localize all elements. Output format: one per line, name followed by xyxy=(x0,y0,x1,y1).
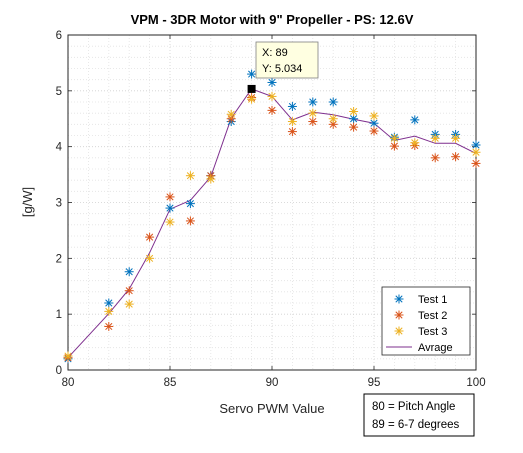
data-point xyxy=(328,119,338,129)
datatip-y: Y: 5.034 xyxy=(262,63,302,75)
legend-marker xyxy=(394,326,404,336)
data-point xyxy=(124,299,134,309)
legend-item: Avrage xyxy=(386,342,453,354)
data-point xyxy=(471,147,481,157)
axis-ticks: 80 85 90 95 100 0 1 2 3 4 5 6 xyxy=(56,30,486,389)
x-tick-label: 85 xyxy=(164,377,177,389)
legend-marker xyxy=(394,294,404,304)
data-point xyxy=(410,115,420,125)
series-layer xyxy=(63,69,481,364)
data-point xyxy=(287,117,297,127)
data-point xyxy=(410,138,420,148)
data-point xyxy=(247,94,257,104)
data-point xyxy=(349,106,359,116)
datatip-box xyxy=(255,41,319,79)
legend-label: Test 2 xyxy=(418,310,447,322)
legend-label: Avrage xyxy=(418,342,453,354)
data-point xyxy=(104,298,114,308)
annotation-box: 80 = Pitch Angle 89 = 6-7 degrees xyxy=(363,393,475,437)
data-point xyxy=(308,108,318,118)
data-point xyxy=(471,140,481,150)
data-point xyxy=(267,77,277,87)
legend: Test 1 Test 2 Test 3 Avrage xyxy=(381,286,471,356)
data-point xyxy=(451,152,461,162)
data-point xyxy=(165,203,175,213)
data-point xyxy=(308,117,318,127)
data-point xyxy=(63,351,73,361)
legend-item: Test 2 xyxy=(394,310,447,322)
data-point xyxy=(430,133,440,143)
data-point xyxy=(389,133,399,143)
series-3 xyxy=(63,91,481,361)
datatip[interactable]: X: 89 Y: 5.034 xyxy=(247,41,319,93)
series-1 xyxy=(63,69,481,364)
data-point xyxy=(267,105,277,115)
x-tick-label: 100 xyxy=(466,377,485,389)
data-point xyxy=(165,192,175,202)
legend-label: Test 3 xyxy=(418,326,447,338)
x-axis-label: Servo PWM Value xyxy=(219,401,324,416)
annotation-line-2: 89 = 6-7 degrees xyxy=(372,419,460,431)
legend-label: Test 1 xyxy=(418,294,447,306)
legend-marker xyxy=(394,310,404,320)
data-point xyxy=(287,127,297,137)
data-point xyxy=(104,306,114,316)
y-tick-label: 2 xyxy=(56,253,62,265)
x-tick-label: 90 xyxy=(266,377,279,389)
data-point xyxy=(471,158,481,168)
data-point xyxy=(185,199,195,209)
data-point xyxy=(247,69,257,79)
y-tick-label: 3 xyxy=(56,198,62,210)
data-point xyxy=(145,232,155,242)
data-point xyxy=(349,122,359,132)
data-point xyxy=(328,114,338,124)
data-point xyxy=(165,217,175,227)
data-point xyxy=(104,321,114,331)
data-point xyxy=(308,97,318,107)
data-point xyxy=(124,267,134,277)
data-point xyxy=(206,174,216,184)
data-point xyxy=(145,253,155,263)
legend-box xyxy=(381,286,471,356)
data-point xyxy=(349,114,359,124)
data-point xyxy=(124,286,134,296)
series-line-average xyxy=(67,88,477,359)
data-point xyxy=(369,118,379,128)
data-point xyxy=(451,133,461,143)
data-point xyxy=(430,153,440,163)
data-point xyxy=(267,91,277,101)
legend-item: Test 1 xyxy=(394,294,447,306)
y-tick-label: 6 xyxy=(56,30,62,42)
annotation-line-1: 80 = Pitch Angle xyxy=(372,401,455,413)
data-point xyxy=(369,126,379,136)
x-tick-label: 80 xyxy=(62,377,75,389)
y-tick-label: 5 xyxy=(56,86,62,98)
data-point xyxy=(226,109,236,119)
x-tick-label: 95 xyxy=(368,377,381,389)
datatip-marker xyxy=(247,84,256,93)
data-point xyxy=(369,111,379,121)
legend-item: Test 3 xyxy=(394,326,447,338)
data-point xyxy=(185,171,195,181)
data-point xyxy=(185,216,195,226)
y-axis-label: [g/W] xyxy=(20,187,35,217)
y-tick-label: 1 xyxy=(56,309,62,321)
data-point xyxy=(328,97,338,107)
data-point xyxy=(389,141,399,151)
y-tick-label: 4 xyxy=(56,142,63,154)
chart-title: VPM - 3DR Motor with 9" Propeller - PS: … xyxy=(131,12,414,27)
datatip-x: X: 89 xyxy=(262,47,288,59)
y-tick-label: 0 xyxy=(56,365,62,377)
data-point xyxy=(287,101,297,111)
